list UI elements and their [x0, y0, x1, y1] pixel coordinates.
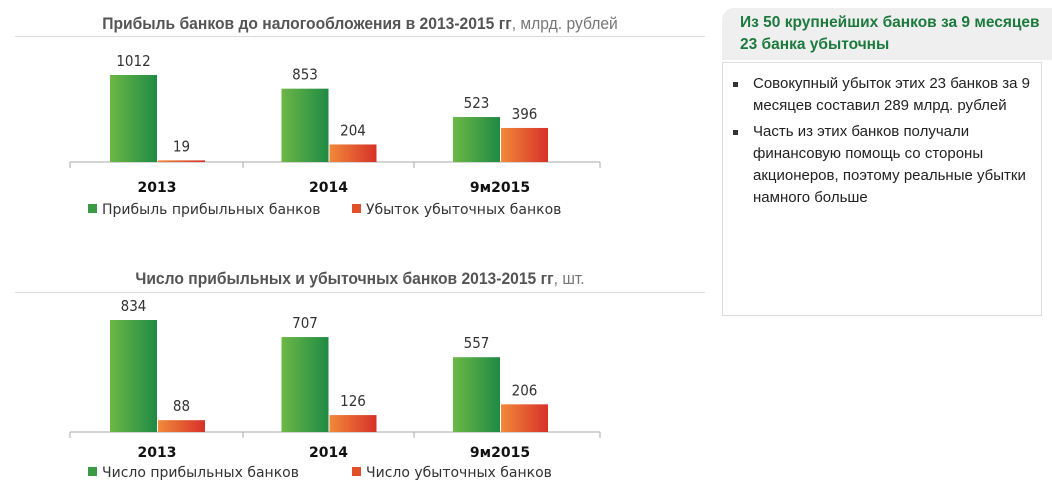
data-label: 19 — [173, 137, 190, 155]
legend-swatch — [352, 467, 361, 476]
legend-label: Число прибыльных банков — [102, 465, 299, 481]
panel-bullet: Часть из этих банков получали финансовую… — [733, 121, 1041, 209]
chart1-title-text: Прибыль банков до налогообложения в 2013… — [102, 14, 512, 33]
bar-loss — [158, 420, 205, 432]
data-label: 206 — [512, 381, 538, 399]
data-label: 396 — [512, 105, 538, 123]
panel-body: Совокупный убыток этих 23 банков за 9 ме… — [722, 62, 1042, 316]
chart2-unit: , шт. — [553, 269, 585, 288]
chart1-title: Прибыль банков до налогообложения в 2013… — [43, 14, 678, 34]
legend-swatch — [88, 467, 97, 476]
data-label: 88 — [173, 397, 190, 415]
data-label: 557 — [464, 334, 490, 352]
category-label: 2013 — [138, 445, 177, 461]
data-label: 853 — [292, 66, 318, 84]
data-label: 707 — [292, 314, 318, 332]
bar-profit — [110, 75, 157, 162]
data-label: 834 — [121, 297, 147, 315]
bar-profit — [453, 117, 500, 162]
chart2-separator — [15, 292, 705, 293]
category-label: 9м2015 — [470, 180, 530, 196]
bar-loss — [329, 415, 377, 432]
bar-profit — [281, 337, 329, 432]
data-label: 523 — [464, 94, 490, 112]
chart1-separator — [15, 36, 705, 37]
legend-label: Прибыль прибыльных банков — [102, 202, 320, 218]
category-label: 9м2015 — [470, 445, 530, 461]
data-label: 126 — [340, 392, 366, 410]
panel-header: Из 50 крупнейших банков за 9 месяцев 23 … — [722, 8, 1052, 60]
chart1-unit: , млрд. рублей — [511, 14, 618, 33]
data-label: 1012 — [116, 52, 150, 70]
bar-loss — [329, 144, 377, 162]
chart2-title-text: Число прибыльных и убыточных банков 2013… — [135, 269, 554, 288]
legend-swatch — [352, 204, 361, 213]
bar-profit — [110, 320, 157, 432]
category-label: 2013 — [138, 180, 177, 196]
category-label: 2014 — [309, 445, 348, 461]
bar-loss — [501, 127, 548, 162]
chart2: 834 88 2013 707 126 2014 557 206 9м2015 Число при… — [69, 297, 601, 481]
chart2-title: Число прибыльных и убыточных банков 2013… — [43, 269, 678, 289]
legend-label: Убыток убыточных банков — [366, 202, 561, 218]
category-label: 2014 — [309, 180, 348, 196]
legend-swatch — [88, 204, 97, 213]
chart1: 1012 19 2013 853 204 2014 523 396 9м2015 Прибыль … — [69, 52, 601, 218]
bar-loss — [158, 160, 205, 162]
legend-label: Число убыточных банков — [366, 465, 552, 481]
panel-bullet: Совокупный убыток этих 23 банков за 9 ме… — [733, 73, 1041, 117]
bar-profit — [453, 357, 500, 432]
bar-loss — [501, 404, 548, 432]
bar-profit — [281, 88, 329, 162]
data-label: 204 — [340, 121, 366, 139]
